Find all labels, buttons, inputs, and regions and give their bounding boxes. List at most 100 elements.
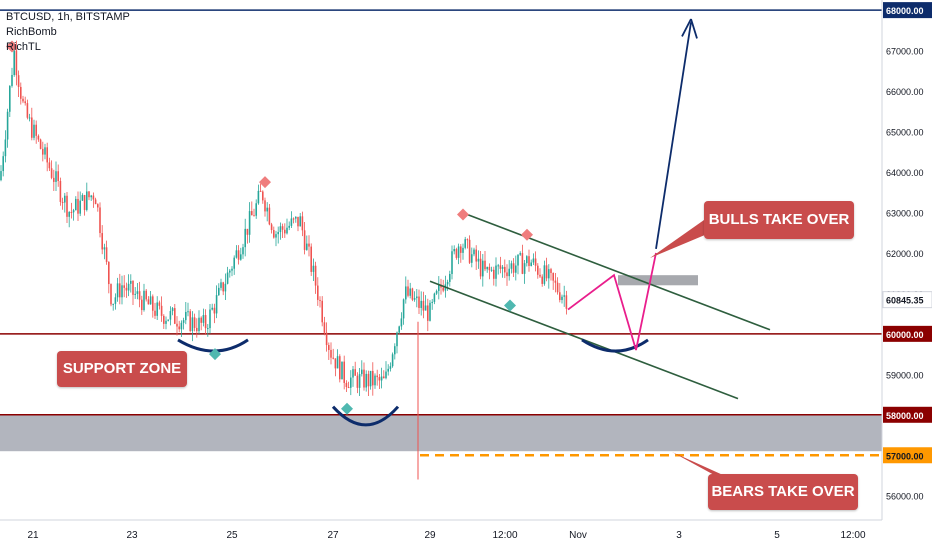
- candle-body: [365, 373, 367, 388]
- candle-body: [284, 229, 286, 234]
- candle-body: [330, 349, 332, 358]
- candle-body: [288, 225, 290, 228]
- candle-body: [345, 382, 348, 387]
- candle-body: [561, 296, 563, 301]
- candle-body: [72, 210, 75, 213]
- candle-body: [20, 86, 22, 99]
- candle-body: [141, 299, 143, 311]
- candle-body: [385, 371, 387, 379]
- candle-body: [26, 103, 29, 118]
- pivot-low-marker: [341, 402, 353, 415]
- indicator-richtl[interactable]: RichTL: [6, 41, 41, 53]
- candle-body: [292, 218, 295, 220]
- candle-body: [246, 228, 249, 235]
- candle-body: [110, 284, 112, 305]
- candle-body: [68, 212, 70, 217]
- pivot-low-marker: [209, 348, 221, 361]
- candle-body: [270, 224, 273, 231]
- bulls-take-over-label: BULLS TAKE OVER: [704, 201, 854, 239]
- candle-body: [376, 375, 378, 378]
- price-tick-label: 62000.00: [886, 249, 924, 259]
- candle-body: [182, 320, 185, 323]
- candle-body: [473, 249, 475, 255]
- candle-body: [33, 124, 35, 138]
- candle-body: [460, 246, 462, 253]
- candle-body: [537, 265, 539, 275]
- candle-body: [416, 296, 418, 299]
- candle-body: [163, 315, 165, 324]
- time-tick-label: Nov: [569, 530, 587, 541]
- candle-body: [147, 299, 150, 305]
- candle-body: [431, 301, 433, 303]
- candle-body: [418, 296, 420, 308]
- support-zone-label: SUPPORT ZONE: [57, 351, 187, 387]
- candle-body: [565, 295, 568, 309]
- price-tag-label: 58000.00: [886, 411, 924, 421]
- candle-body: [301, 216, 304, 231]
- candle-body: [495, 265, 497, 279]
- drawings: [6, 18, 771, 480]
- candle-body: [319, 299, 321, 301]
- candle-body: [242, 247, 244, 255]
- candle-body: [174, 308, 176, 324]
- candle-body: [114, 297, 117, 304]
- candle-body: [548, 269, 550, 279]
- time-tick-label: 27: [327, 530, 339, 541]
- pivot-high-marker: [6, 40, 18, 53]
- candle-body: [466, 239, 469, 241]
- time-axis: 21 23 25 27 29 12:00 Nov 3 5 12:00: [0, 519, 882, 541]
- candle-body: [134, 293, 136, 295]
- pivot-low-marker: [504, 299, 516, 312]
- candle-body: [510, 263, 513, 269]
- candle-body: [464, 239, 466, 248]
- candle-body: [119, 283, 121, 298]
- candle-body: [244, 228, 246, 248]
- candle-body: [550, 269, 552, 274]
- candle-body: [482, 260, 484, 277]
- candle-body: [44, 147, 46, 155]
- candle-body: [46, 147, 48, 163]
- candle-body: [88, 191, 90, 198]
- candle-body: [125, 287, 128, 291]
- candle-body: [455, 248, 458, 258]
- price-tag-label: 60845.35: [886, 296, 924, 306]
- candle-body: [328, 345, 330, 350]
- candle-body: [552, 273, 554, 281]
- time-tick-label: 5: [774, 530, 780, 541]
- price-tag-box: [883, 447, 932, 464]
- candle-body: [176, 323, 178, 327]
- indicator-richbomb[interactable]: RichBomb: [6, 26, 57, 38]
- candle-body: [180, 322, 183, 330]
- bears-callout-pointer: [672, 452, 734, 480]
- candle-body: [253, 215, 255, 217]
- candle-body: [407, 286, 409, 296]
- candle-body: [86, 191, 88, 210]
- candle-body: [541, 276, 543, 284]
- candle-body: [191, 317, 194, 331]
- price-axis: 56000.00 57000.00 58000.00 59000.00 60000.00…: [881, 0, 932, 550]
- candle-body: [545, 265, 548, 279]
- candle-body: [178, 326, 180, 330]
- candle-body: [323, 322, 326, 333]
- candle-body: [185, 311, 187, 321]
- candle-body: [156, 302, 158, 316]
- candle-body: [372, 370, 374, 386]
- candle-body: [121, 285, 123, 298]
- candle-body: [532, 258, 535, 263]
- candle-body: [350, 377, 352, 388]
- candle-body: [189, 311, 191, 331]
- candle-body: [446, 281, 449, 285]
- candle-body: [11, 74, 13, 86]
- candle-body: [105, 247, 108, 262]
- candle-body: [325, 332, 328, 346]
- target-arrow-head: [681, 18, 698, 39]
- candle-body: [486, 266, 488, 270]
- candle-body: [501, 266, 504, 269]
- candle-body: [136, 291, 139, 294]
- candle-body: [427, 305, 429, 321]
- candle-body: [468, 239, 471, 263]
- candle-body: [75, 198, 77, 211]
- channel-upper-line: [461, 211, 771, 331]
- candle-body: [508, 268, 510, 277]
